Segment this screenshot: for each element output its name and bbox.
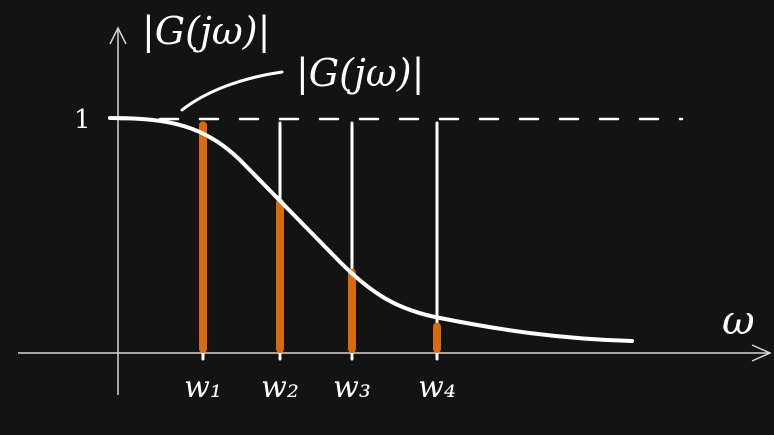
x-axis-arrowhead <box>751 344 772 362</box>
frequency-labels: w₁ w₂ w₃ w₄ <box>184 370 456 405</box>
y-axis-arrowhead <box>109 26 127 45</box>
curve-label: |G(jω)| <box>296 51 424 95</box>
frequency-label-4: w₄ <box>418 370 456 405</box>
magnitude-bar-4 <box>433 322 441 353</box>
frequency-label-3: w₃ <box>333 370 371 405</box>
magnitude-bar-3 <box>348 268 356 353</box>
magnitude-curve <box>108 116 634 343</box>
magnitude-bars <box>199 121 441 353</box>
magnitude-bar-1 <box>199 121 207 353</box>
x-axis-label: ω <box>722 298 755 344</box>
label-pointer <box>180 70 284 112</box>
y-axis-label: |G(jω)| <box>142 9 270 53</box>
one-tick-label: 1 <box>74 105 91 135</box>
frequency-label-1: w₁ <box>184 370 222 405</box>
magnitude-bar-2 <box>276 198 284 353</box>
frequency-label-2: w₂ <box>261 370 299 405</box>
axes <box>18 26 772 395</box>
